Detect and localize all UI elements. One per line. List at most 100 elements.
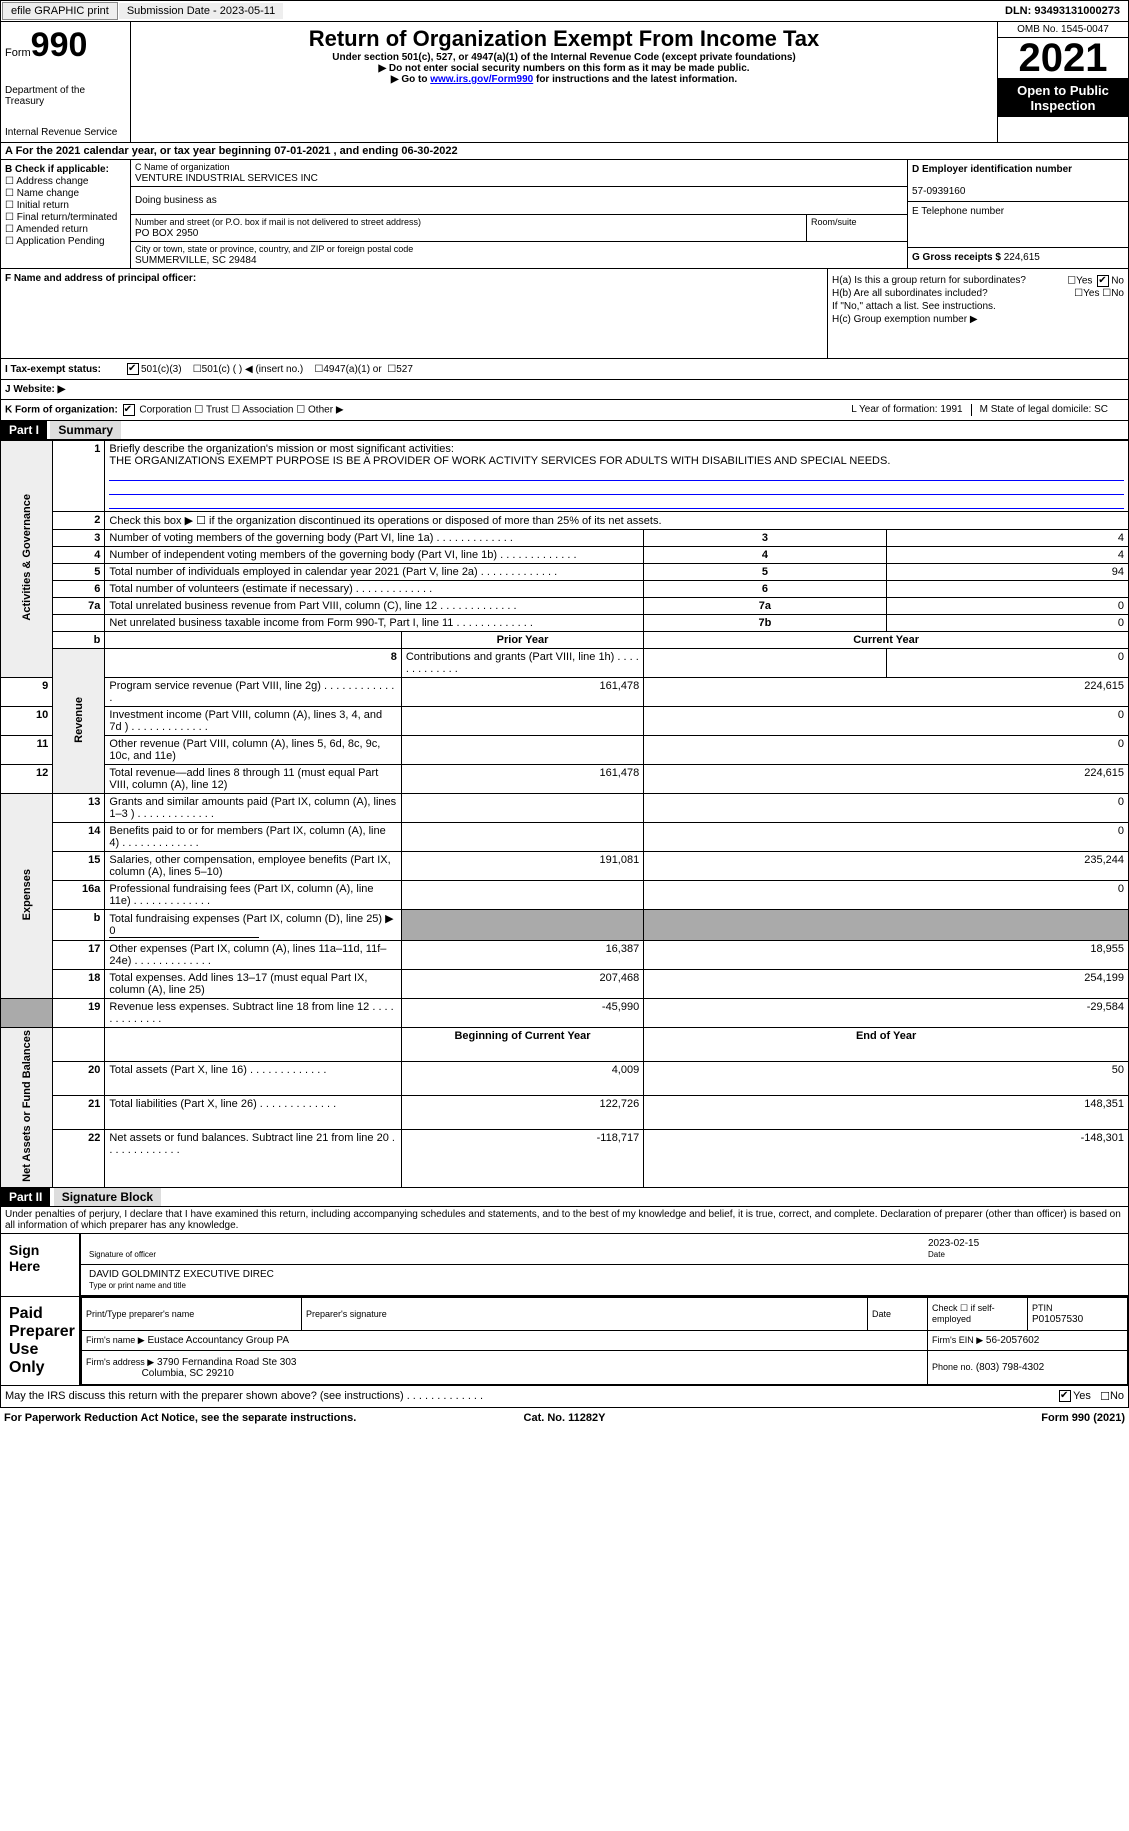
org-name-label: C Name of organization: [135, 162, 230, 172]
opt-527: 527: [396, 364, 413, 375]
hc-label: H(c) Group exemption number ▶: [832, 314, 1124, 325]
street-value: PO BOX 2950: [135, 228, 198, 239]
hb-no[interactable]: No: [1111, 288, 1124, 299]
footer-right: Form 990 (2021): [751, 1412, 1125, 1424]
line14-text: Benefits paid to or for members (Part IX…: [109, 825, 385, 849]
line9-text: Program service revenue (Part VIII, line…: [109, 680, 394, 704]
line6-val: [886, 581, 1128, 598]
line20-end: 50: [644, 1061, 1129, 1095]
paid-label: Paid Preparer Use Only: [1, 1297, 81, 1385]
irs-link[interactable]: www.irs.gov/Form990: [430, 74, 533, 85]
line3-text: Number of voting members of the governin…: [109, 532, 513, 544]
ha-label: H(a) Is this a group return for subordin…: [832, 275, 1026, 286]
dba-label: Doing business as: [135, 195, 217, 206]
cb-app-pending[interactable]: ☐ Application Pending: [5, 236, 126, 247]
opt-corp: Corporation: [139, 405, 191, 416]
officer-name: DAVID GOLDMINTZ EXECUTIVE DIREC: [89, 1269, 274, 1280]
efile-print-button[interactable]: efile GRAPHIC print: [2, 2, 118, 20]
form-word: Form: [5, 47, 31, 59]
mission-text: THE ORGANIZATIONS EXEMPT PURPOSE IS BE A…: [109, 455, 890, 467]
cb-501c3[interactable]: [127, 363, 139, 375]
sig-date-label: Date: [928, 1250, 945, 1259]
warn-ssn: ▶ Do not enter social security numbers o…: [135, 63, 993, 74]
i-label: I Tax-exempt status:: [5, 364, 125, 375]
cb-address-change[interactable]: ☐ Address change: [5, 176, 126, 187]
l-year-formation: L Year of formation: 1991: [851, 404, 971, 416]
line20-beg: 4,009: [401, 1061, 643, 1095]
line12-cy: 224,615: [644, 765, 1129, 794]
line22-beg: -118,717: [401, 1129, 643, 1187]
warn2-pre: ▶ Go to: [391, 74, 430, 85]
line8-py: [644, 649, 886, 678]
ha-no-checkbox[interactable]: [1097, 275, 1109, 287]
tel-label: E Telephone number: [912, 206, 1004, 217]
firm-ein-label: Firm's EIN ▶: [932, 1335, 983, 1345]
section-fh: F Name and address of principal officer:…: [0, 269, 1129, 359]
line16b-text: Total fundraising expenses (Part IX, col…: [109, 913, 393, 925]
part2-title: Signature Block: [54, 1188, 161, 1206]
col-current-year: Current Year: [644, 632, 1129, 649]
cb-name-change[interactable]: ☐ Name change: [5, 188, 126, 199]
line12-text: Total revenue—add lines 8 through 11 (mu…: [109, 767, 378, 791]
k-row: K Form of organization: Corporation ☐ Tr…: [0, 400, 1129, 421]
street-label: Number and street (or P.O. box if mail i…: [135, 217, 421, 227]
line18-cy: 254,199: [644, 970, 1129, 999]
summary-table: Activities & Governance 1 Briefly descri…: [0, 440, 1129, 1188]
vlabel-revenue: Revenue: [73, 697, 85, 743]
line7a-val: 0: [886, 598, 1128, 615]
line19-text: Revenue less expenses. Subtract line 18 …: [109, 1001, 393, 1025]
part2-badge: Part II: [1, 1188, 50, 1206]
line10-text: Investment income (Part VIII, column (A)…: [109, 709, 382, 733]
line15-text: Salaries, other compensation, employee b…: [109, 854, 390, 878]
line5-text: Total number of individuals employed in …: [109, 566, 557, 578]
officer-name-label: Type or print name and title: [89, 1281, 186, 1290]
cb-initial-return[interactable]: ☐ Initial return: [5, 200, 126, 211]
room-label: Room/suite: [811, 217, 857, 227]
firm-addr1: 3790 Fernandina Road Ste 303: [157, 1357, 297, 1368]
open-inspection: Open to Public Inspection: [998, 79, 1128, 117]
tax-exempt-row: I Tax-exempt status: 501(c)(3) ☐ 501(c) …: [0, 359, 1129, 380]
line10-py: [401, 707, 643, 736]
sign-here-label: Sign Here: [1, 1234, 81, 1296]
line3-num: 3: [644, 530, 886, 547]
row-a-tax-year: A For the 2021 calendar year, or tax yea…: [0, 143, 1129, 160]
city-value: SUMMERVILLE, SC 29484: [135, 255, 257, 266]
line13-text: Grants and similar amounts paid (Part IX…: [109, 796, 396, 820]
dln: DLN: 93493131000273: [997, 3, 1128, 19]
line17-cy: 18,955: [644, 941, 1129, 970]
discuss-yes-cb[interactable]: [1059, 1390, 1071, 1402]
line21-text: Total liabilities (Part X, line 26): [109, 1098, 336, 1110]
line4-num: 4: [644, 547, 886, 564]
vlabel-expenses: Expenses: [21, 869, 33, 920]
hb-yes[interactable]: Yes: [1083, 288, 1099, 299]
part1-title: Summary: [50, 421, 121, 439]
q1-label: Briefly describe the organization's miss…: [109, 443, 453, 455]
line14-py: [401, 823, 643, 852]
submission-date: Submission Date - 2023-05-11: [119, 3, 283, 19]
ein-value: 57-0939160: [912, 186, 965, 197]
line11-cy: 0: [644, 736, 1129, 765]
cb-corp[interactable]: [123, 404, 135, 416]
ptin-label: PTIN: [1032, 1303, 1053, 1313]
line8-text: Contributions and grants (Part VIII, lin…: [406, 651, 639, 675]
line7b-num: 7b: [644, 615, 886, 632]
j-label: J Website: ▶: [5, 384, 65, 395]
opt-other: Other ▶: [308, 405, 343, 416]
line20-text: Total assets (Part X, line 16): [109, 1064, 326, 1076]
line13-cy: 0: [644, 794, 1129, 823]
section-bcde: B Check if applicable: ☐ Address change …: [0, 160, 1129, 269]
gross-value: 224,615: [1004, 252, 1040, 263]
cb-amended[interactable]: ☐ Amended return: [5, 224, 126, 235]
part1-badge: Part I: [1, 421, 47, 439]
k-label: K Form of organization:: [5, 405, 118, 416]
line5-val: 94: [886, 564, 1128, 581]
line21-end: 148,351: [644, 1095, 1129, 1129]
ha-yes[interactable]: Yes: [1076, 276, 1092, 287]
vlabel-netassets: Net Assets or Fund Balances: [21, 1030, 33, 1182]
opt-assoc: Association: [242, 405, 293, 416]
form-title: Return of Organization Exempt From Incom…: [135, 26, 993, 52]
line7a-num: 7a: [644, 598, 886, 615]
cb-final-return[interactable]: ☐ Final return/terminated: [5, 212, 126, 223]
line11-text: Other revenue (Part VIII, column (A), li…: [109, 738, 380, 762]
firm-addr2: Columbia, SC 29210: [142, 1368, 234, 1379]
